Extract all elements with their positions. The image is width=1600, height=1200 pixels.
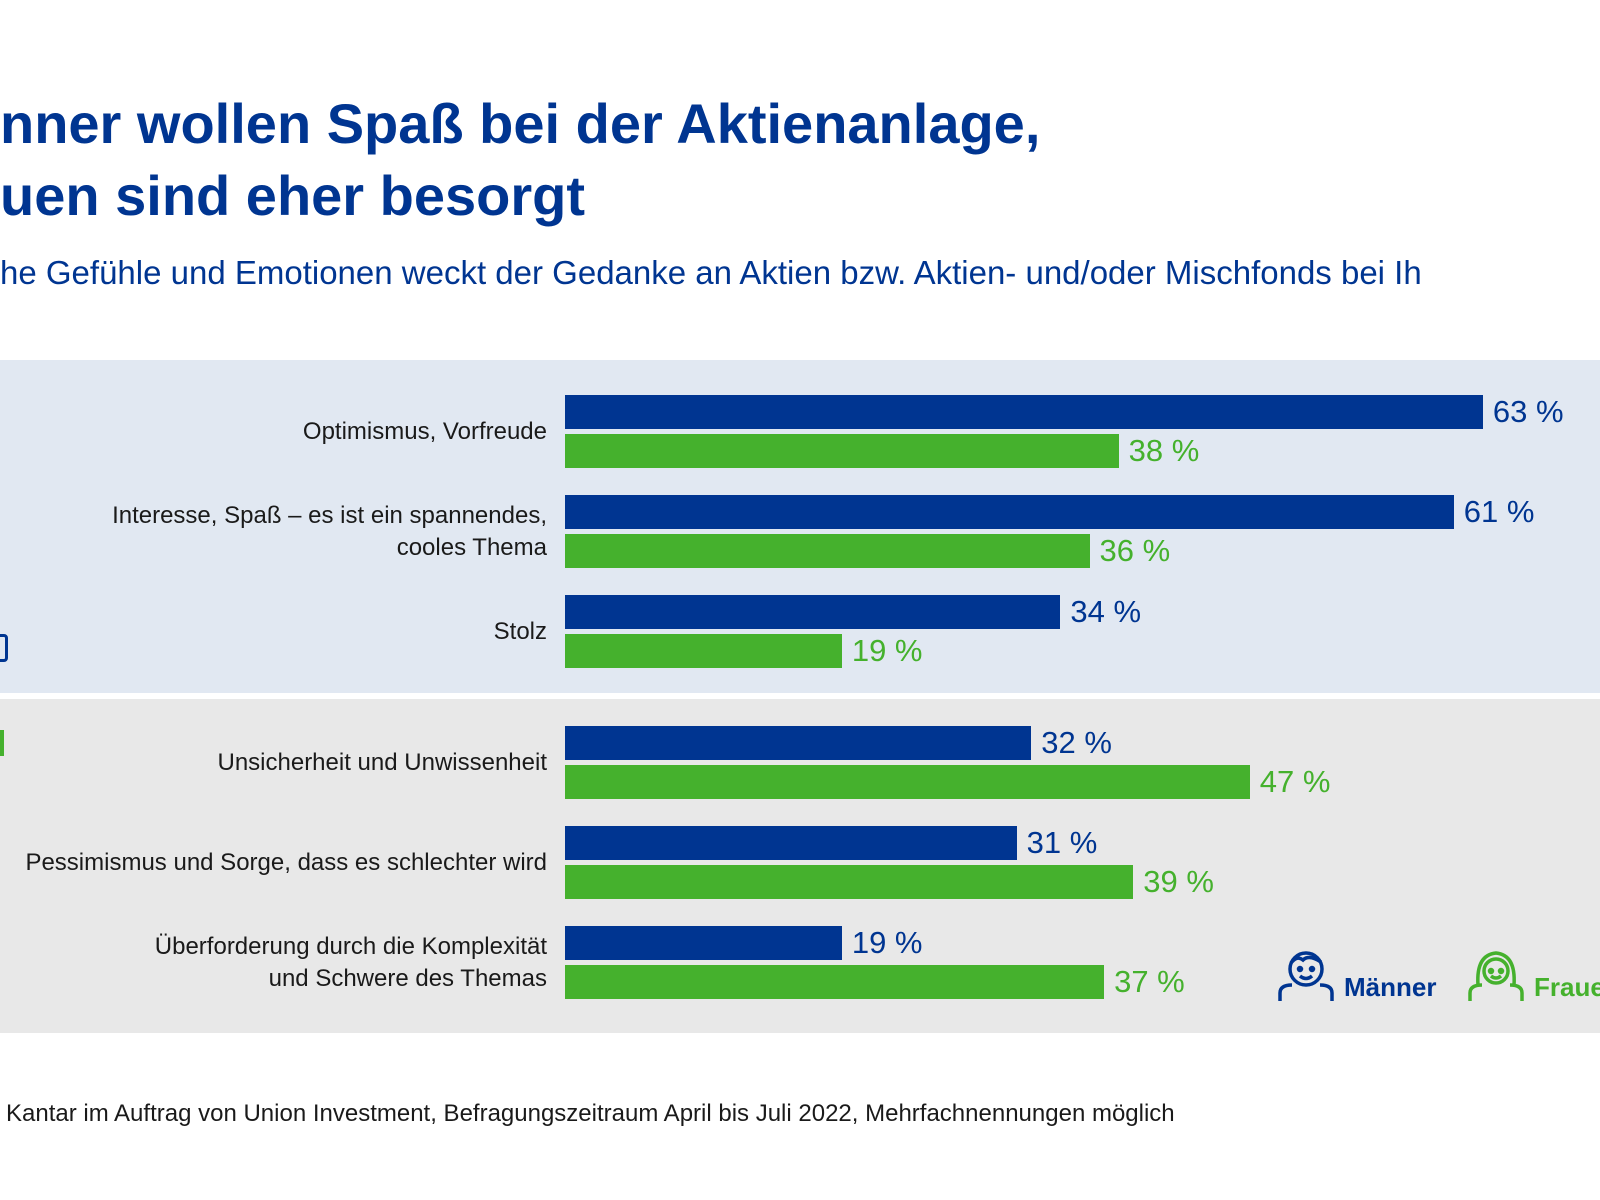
chart-title: nner wollen Spaß bei der Aktienanlage, u… — [0, 88, 1040, 232]
category-label: Interesse, Spaß – es ist ein spannendes,… — [112, 500, 547, 564]
title-line-2: uen sind eher besorgt — [0, 164, 585, 227]
data-label-frauen: 19 % — [851, 633, 923, 668]
category-label-line: Stolz — [493, 618, 547, 645]
legend-item-maenner: Männer — [1276, 945, 1436, 1003]
legend-label-maenner: Männer — [1344, 972, 1437, 1002]
boy-face-icon — [1278, 951, 1334, 1001]
category-label-line: Optimismus, Vorfreude — [302, 418, 547, 445]
bar-frauen — [565, 865, 1134, 899]
data-label-frauen: 47 % — [1259, 764, 1331, 799]
bar-frauen — [565, 534, 1090, 568]
category-label: Unsicherheit und Unwissenheit — [217, 747, 547, 779]
bar-frauen — [565, 434, 1119, 468]
category-label: Überforderung durch die Komplexität und S… — [155, 931, 547, 995]
bar-maenner — [565, 926, 842, 960]
data-label-maenner: 61 % — [1463, 494, 1535, 529]
category-label: Pessimismus und Sorge, dass es schlechte… — [25, 847, 547, 879]
data-label-frauen: 39 % — [1143, 864, 1214, 899]
thumb-icon — [0, 634, 8, 662]
data-label-maenner: 63 % — [1492, 394, 1564, 429]
girl-face-icon — [1468, 951, 1524, 1001]
category-label: Stolz — [494, 616, 547, 648]
category-label-line: und Schwere des Themas — [268, 965, 547, 992]
data-label-maenner: 32 % — [1041, 725, 1112, 760]
bar-maenner — [565, 726, 1032, 760]
bar-frauen — [565, 634, 842, 668]
source-footnote: Kantar im Auftrag von Union Investment, … — [6, 1100, 1175, 1127]
bar-maenner — [565, 826, 1017, 860]
bar-maenner — [565, 495, 1454, 529]
data-label-maenner: 34 % — [1070, 594, 1142, 629]
category-label: Optimismus, Vorfreude — [303, 416, 547, 448]
bar-frauen — [565, 965, 1105, 999]
category-label-line: cooles Thema — [396, 534, 547, 561]
data-label-frauen: 37 % — [1114, 964, 1185, 999]
green-marker-icon — [0, 730, 4, 756]
chart-subtitle: he Gefühle und Emotionen weckt der Gedan… — [0, 254, 1422, 291]
data-label-frauen: 38 % — [1128, 433, 1200, 468]
category-label-line: Überforderung durch die Komplexität — [154, 933, 547, 960]
bar-maenner — [565, 595, 1061, 629]
legend-label-frauen: Frauen — [1534, 972, 1600, 1002]
title-line-1: nner wollen Spaß bei der Aktienanlage, — [0, 92, 1041, 155]
data-label-maenner: 31 % — [1026, 825, 1098, 860]
bar-frauen — [565, 765, 1250, 799]
legend-item-frauen: Frauen — [1466, 945, 1600, 1003]
category-label-line: Pessimismus und Sorge, dass es schlechte… — [25, 849, 547, 876]
category-label-line: Interesse, Spaß – es ist ein spannendes, — [112, 502, 547, 529]
category-label-line: Unsicherheit und Unwissenheit — [217, 749, 547, 776]
data-label-frauen: 36 % — [1099, 533, 1171, 568]
bar-maenner — [565, 395, 1483, 429]
data-label-maenner: 19 % — [851, 925, 923, 960]
